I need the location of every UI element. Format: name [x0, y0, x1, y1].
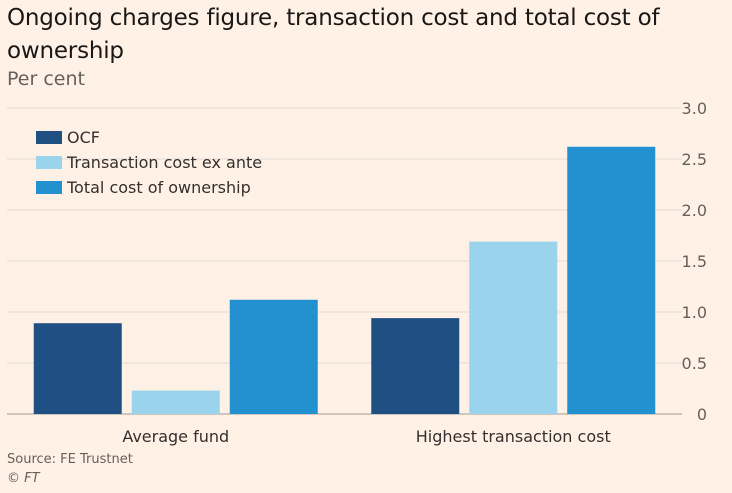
chart-subtitle: Per cent — [7, 68, 85, 90]
legend-label: Total cost of ownership — [66, 178, 251, 197]
bars — [33, 146, 656, 414]
x-category-label: Average fund — [122, 427, 229, 446]
y-tick-label: 0 — [697, 405, 707, 424]
bar-total-cost-of-ownership-average-fund — [229, 299, 318, 414]
y-tick-label: 3.0 — [682, 99, 707, 118]
legend-swatch — [36, 131, 62, 144]
copyright-note: © FT — [7, 471, 40, 486]
legend-label: OCF — [67, 128, 100, 147]
y-tick-label: 2.0 — [682, 201, 707, 220]
bar-ocf-average-fund — [33, 323, 122, 414]
chart-title: Ongoing charges figure, transaction cost… — [7, 5, 660, 64]
y-tick-label: 1.5 — [682, 252, 707, 271]
bar-transaction-cost-ex-ante-average-fund — [131, 390, 220, 414]
source-note: Source: FE Trustnet — [7, 452, 133, 467]
y-tick-label: 2.5 — [682, 150, 707, 169]
y-tick-label: 0.5 — [682, 354, 707, 373]
legend-swatch — [36, 156, 62, 169]
bar-total-cost-of-ownership-highest-transaction-cost — [567, 146, 656, 414]
bar-ocf-highest-transaction-cost — [371, 318, 460, 414]
x-axis-labels: Average fund Highest transaction cost — [122, 427, 610, 446]
bar-transaction-cost-ex-ante-highest-transaction-cost — [469, 241, 558, 414]
legend-swatch — [36, 181, 62, 194]
y-tick-label: 1.0 — [682, 303, 707, 322]
legend: OCF Transaction cost ex ante Total cost of… — [36, 128, 262, 197]
legend-label: Transaction cost ex ante — [66, 153, 262, 172]
y-axis-ticks: 0 0.5 1.0 1.5 2.0 2.5 3.0 — [682, 99, 707, 424]
x-category-label: Highest transaction cost — [416, 427, 611, 446]
